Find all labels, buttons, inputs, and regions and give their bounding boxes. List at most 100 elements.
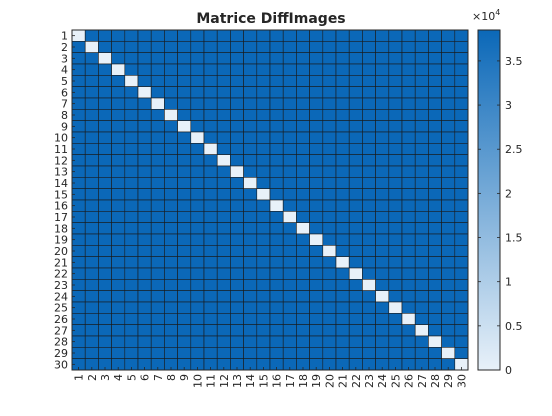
- heatmap-cell: [362, 223, 375, 234]
- heatmap-cell: [85, 245, 98, 256]
- heatmap-cell: [283, 189, 296, 200]
- heatmap-cell: [164, 30, 177, 41]
- heatmap-cell: [442, 189, 455, 200]
- heatmap-cell: [270, 302, 283, 313]
- heatmap-cell-diagonal: [442, 347, 455, 358]
- heatmap-cell: [98, 336, 111, 347]
- heatmap-cell: [336, 268, 349, 279]
- heatmap-cell: [178, 313, 191, 324]
- heatmap-cell: [125, 200, 138, 211]
- heatmap-cell: [283, 200, 296, 211]
- heatmap-cell: [349, 166, 362, 177]
- heatmap-cell: [323, 223, 336, 234]
- heatmap-cell: [98, 268, 111, 279]
- heatmap-cell: [362, 257, 375, 268]
- heatmap-cell: [138, 143, 151, 154]
- heatmap-cell: [323, 30, 336, 41]
- heatmap-cell: [178, 291, 191, 302]
- heatmap-cell: [178, 166, 191, 177]
- heatmap-cell: [283, 234, 296, 245]
- heatmap-cell: [336, 234, 349, 245]
- heatmap-cell: [204, 302, 217, 313]
- heatmap-cell: [376, 347, 389, 358]
- heatmap-cell: [415, 223, 428, 234]
- heatmap-cell-diagonal: [112, 64, 125, 75]
- heatmap-cell: [112, 200, 125, 211]
- heatmap-cell: [389, 121, 402, 132]
- x-tick-label: 5: [125, 374, 138, 381]
- heatmap-cell: [283, 325, 296, 336]
- heatmap-cell: [191, 223, 204, 234]
- x-tick-label: 26: [403, 374, 416, 388]
- x-tick-label: 3: [99, 374, 112, 381]
- heatmap-cell: [257, 347, 270, 358]
- heatmap-cell: [164, 268, 177, 279]
- heatmap-cell: [310, 132, 323, 143]
- heatmap-cell: [336, 75, 349, 86]
- heatmap-cell: [112, 336, 125, 347]
- heatmap-cell: [85, 211, 98, 222]
- heatmap-cell: [270, 234, 283, 245]
- heatmap-cell: [85, 87, 98, 98]
- heatmap-cell: [442, 132, 455, 143]
- heatmap-cell-diagonal: [362, 279, 375, 290]
- heatmap-cell: [270, 143, 283, 154]
- heatmap-cell: [191, 189, 204, 200]
- heatmap-cell: [296, 87, 309, 98]
- heatmap-cell: [230, 155, 243, 166]
- heatmap-cell: [362, 98, 375, 109]
- heatmap-cell: [217, 121, 230, 132]
- heatmap-cell: [138, 257, 151, 268]
- heatmap-cell: [217, 53, 230, 64]
- heatmap-cell: [389, 189, 402, 200]
- heatmap-cell: [389, 279, 402, 290]
- heatmap-cell: [138, 325, 151, 336]
- heatmap-cell: [178, 268, 191, 279]
- heatmap-cell: [230, 279, 243, 290]
- heatmap-cell: [442, 143, 455, 154]
- heatmap-cell: [204, 98, 217, 109]
- heatmap-cell: [204, 347, 217, 358]
- heatmap-cell: [217, 109, 230, 120]
- heatmap-cell: [402, 121, 415, 132]
- heatmap-cell: [455, 109, 468, 120]
- heatmap-cell: [191, 121, 204, 132]
- heatmap-cell: [98, 234, 111, 245]
- heatmap-cell: [191, 234, 204, 245]
- heatmap-cell: [178, 98, 191, 109]
- heatmap-cell: [349, 211, 362, 222]
- heatmap-cell: [191, 98, 204, 109]
- heatmap-cell: [362, 347, 375, 358]
- heatmap-cell: [138, 53, 151, 64]
- heatmap-cell: [178, 75, 191, 86]
- heatmap-cell: [428, 325, 441, 336]
- x-tick-label: 22: [350, 374, 363, 388]
- heatmap-cell: [428, 132, 441, 143]
- heatmap-cell: [336, 223, 349, 234]
- heatmap-cell: [191, 87, 204, 98]
- heatmap-cell-diagonal: [151, 98, 164, 109]
- heatmap-cell: [442, 336, 455, 347]
- heatmap-cell: [362, 75, 375, 86]
- heatmap-cell: [164, 132, 177, 143]
- heatmap-cell: [270, 132, 283, 143]
- heatmap-cell: [178, 64, 191, 75]
- heatmap-cell: [204, 234, 217, 245]
- heatmap-cell: [270, 109, 283, 120]
- heatmap-cell: [230, 347, 243, 358]
- heatmap-cell: [178, 132, 191, 143]
- heatmap-cell: [310, 98, 323, 109]
- heatmap-cell: [323, 98, 336, 109]
- heatmap-cell: [112, 53, 125, 64]
- heatmap-cell: [442, 234, 455, 245]
- heatmap-cell: [442, 291, 455, 302]
- heatmap-cell: [230, 268, 243, 279]
- heatmap-cell-diagonal: [230, 166, 243, 177]
- heatmap-cell: [349, 291, 362, 302]
- heatmap-cell: [455, 291, 468, 302]
- heatmap-cell: [85, 143, 98, 154]
- heatmap-cell: [310, 245, 323, 256]
- heatmap-cell: [415, 30, 428, 41]
- heatmap-cell: [336, 30, 349, 41]
